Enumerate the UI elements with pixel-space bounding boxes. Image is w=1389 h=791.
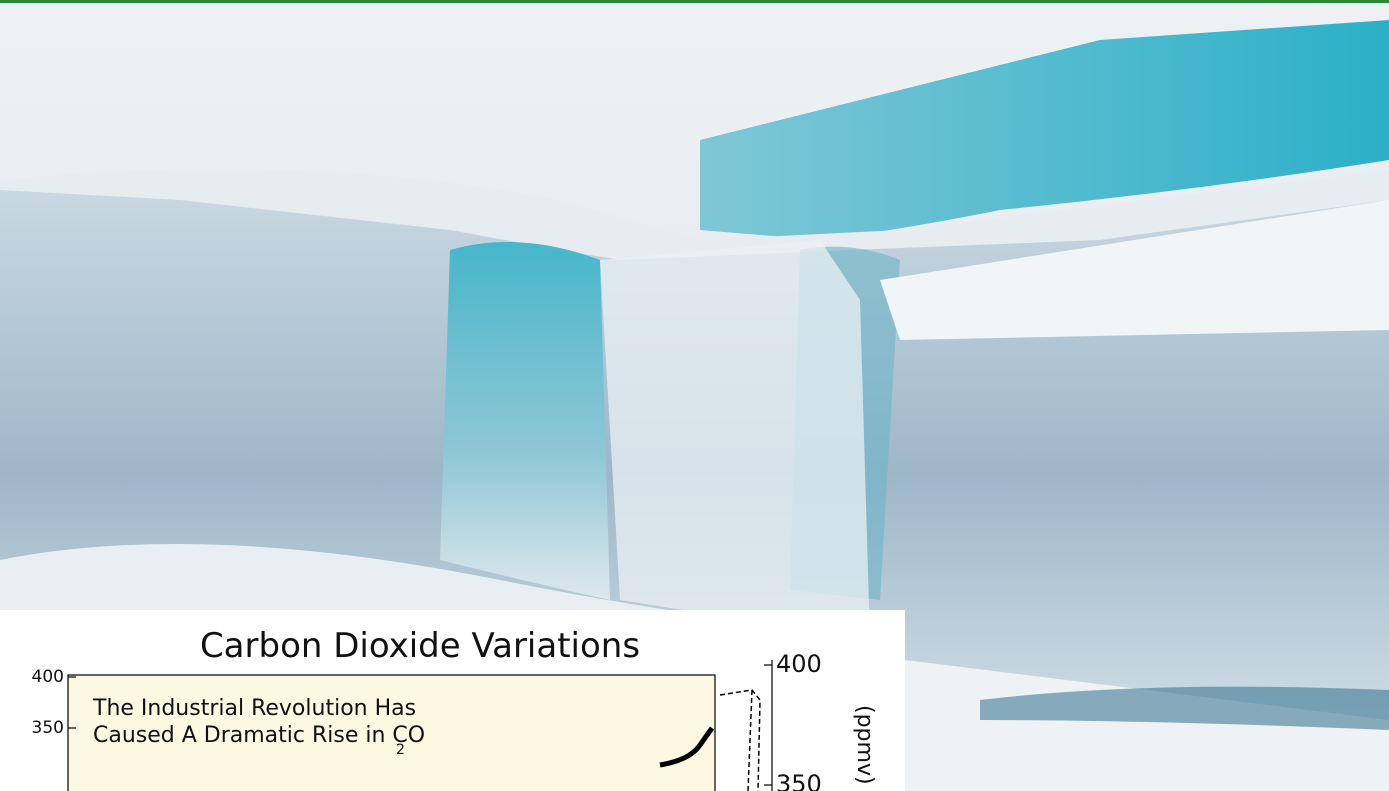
annotation-subscript: 2 <box>396 742 405 758</box>
right-axis-label: (ppmv) <box>852 705 877 785</box>
annotation: Caused A Dramatic Rise in CO <box>93 723 425 748</box>
chart-title: Carbon Dioxide Variations <box>200 626 640 666</box>
chart-inset: Carbon Dioxide Variations The Industrial… <box>0 610 905 791</box>
plot-area <box>67 674 716 791</box>
ice-core-curve <box>719 689 761 791</box>
co2-curve <box>659 726 715 768</box>
right-tick-label: 400 <box>776 650 822 678</box>
left-tick-label: 350 <box>32 718 64 738</box>
left-tick-label: 400 <box>32 667 64 687</box>
annotation: The Industrial Revolution Has <box>92 696 416 721</box>
right-tick-label: 350 <box>776 770 822 791</box>
